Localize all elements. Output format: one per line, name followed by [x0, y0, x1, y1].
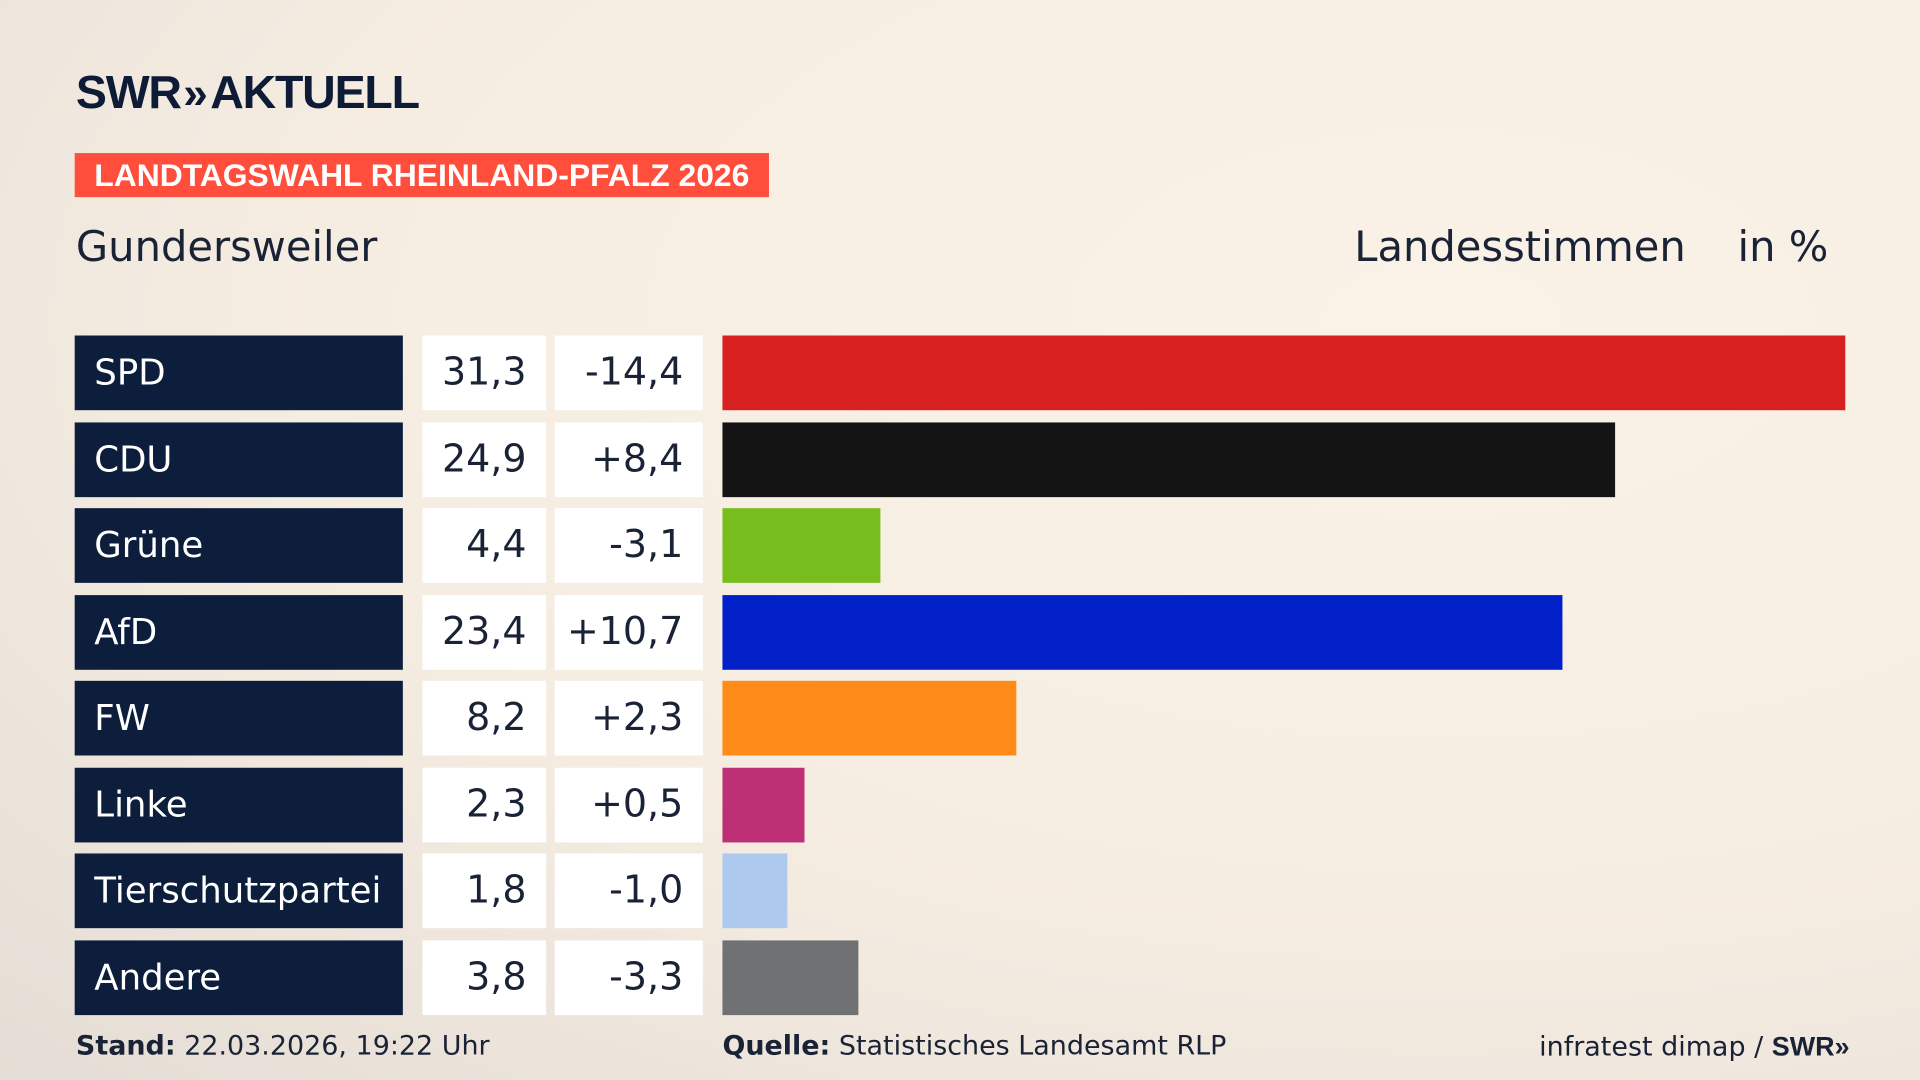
party-change: -1,0 [554, 853, 703, 929]
party-value: 2,3 [422, 767, 547, 842]
logo-text: SWR [75, 66, 182, 119]
party-value: 24,9 [422, 421, 547, 497]
stand-label: Stand: [75, 1031, 176, 1062]
party-name: Linke [74, 767, 403, 842]
party-bar [722, 508, 881, 583]
party-bar [722, 680, 1017, 756]
party-value: 31,3 [422, 335, 547, 411]
credit-text: infratest dimap / [1539, 1032, 1764, 1063]
credit: infratest dimap / SWR» [1539, 1031, 1849, 1063]
swr-aktuell-logo: SWR » AKTUELL [75, 66, 420, 119]
party-change: +10,7 [554, 594, 703, 670]
party-name: CDU [74, 421, 403, 497]
party-name: Andere [74, 939, 403, 1015]
party-name: Tierschutzpartei [74, 853, 403, 929]
party-value: 8,2 [422, 680, 547, 756]
party-change: -3,3 [554, 939, 703, 1015]
party-bar [722, 939, 859, 1015]
logo-suffix: AKTUELL [210, 66, 420, 119]
stand-value: 22.03.2026, 19:22 Uhr [184, 1031, 490, 1062]
party-change: +8,4 [554, 421, 703, 497]
party-bar [722, 594, 1562, 670]
party-name: AfD [74, 594, 403, 670]
party-name: Grüne [74, 508, 403, 583]
stand-info: Stand: 22.03.2026, 19:22 Uhr [76, 1031, 490, 1062]
swr-logo: SWR» [1771, 1031, 1850, 1062]
chevron-icon: » [183, 67, 208, 118]
source-info: Quelle: Statistisches Landesamt RLP [722, 1031, 1226, 1062]
place-title: Gundersweiler [75, 222, 378, 272]
party-bar [722, 421, 1616, 497]
party-change: -3,1 [554, 508, 703, 583]
party-value: 23,4 [422, 594, 547, 670]
election-banner: LANDTAGSWAHL RHEINLAND-PFALZ 2026 [74, 153, 769, 198]
party-value: 3,8 [422, 939, 547, 1015]
party-change: +2,3 [554, 680, 703, 756]
unit-label: in % [1737, 222, 1829, 272]
party-bar [722, 853, 788, 929]
party-change: +0,5 [554, 767, 703, 842]
measure-label: Landesstimmen [1354, 222, 1686, 272]
party-name: FW [74, 680, 403, 756]
party-change: -14,4 [554, 335, 703, 411]
party-value: 1,8 [422, 853, 547, 929]
source-value: Statistisches Landesamt RLP [838, 1031, 1227, 1062]
party-value: 4,4 [422, 508, 547, 583]
party-bar [722, 335, 1846, 411]
party-name: SPD [74, 335, 403, 411]
source-label: Quelle: [722, 1031, 831, 1062]
party-bar [722, 767, 805, 842]
